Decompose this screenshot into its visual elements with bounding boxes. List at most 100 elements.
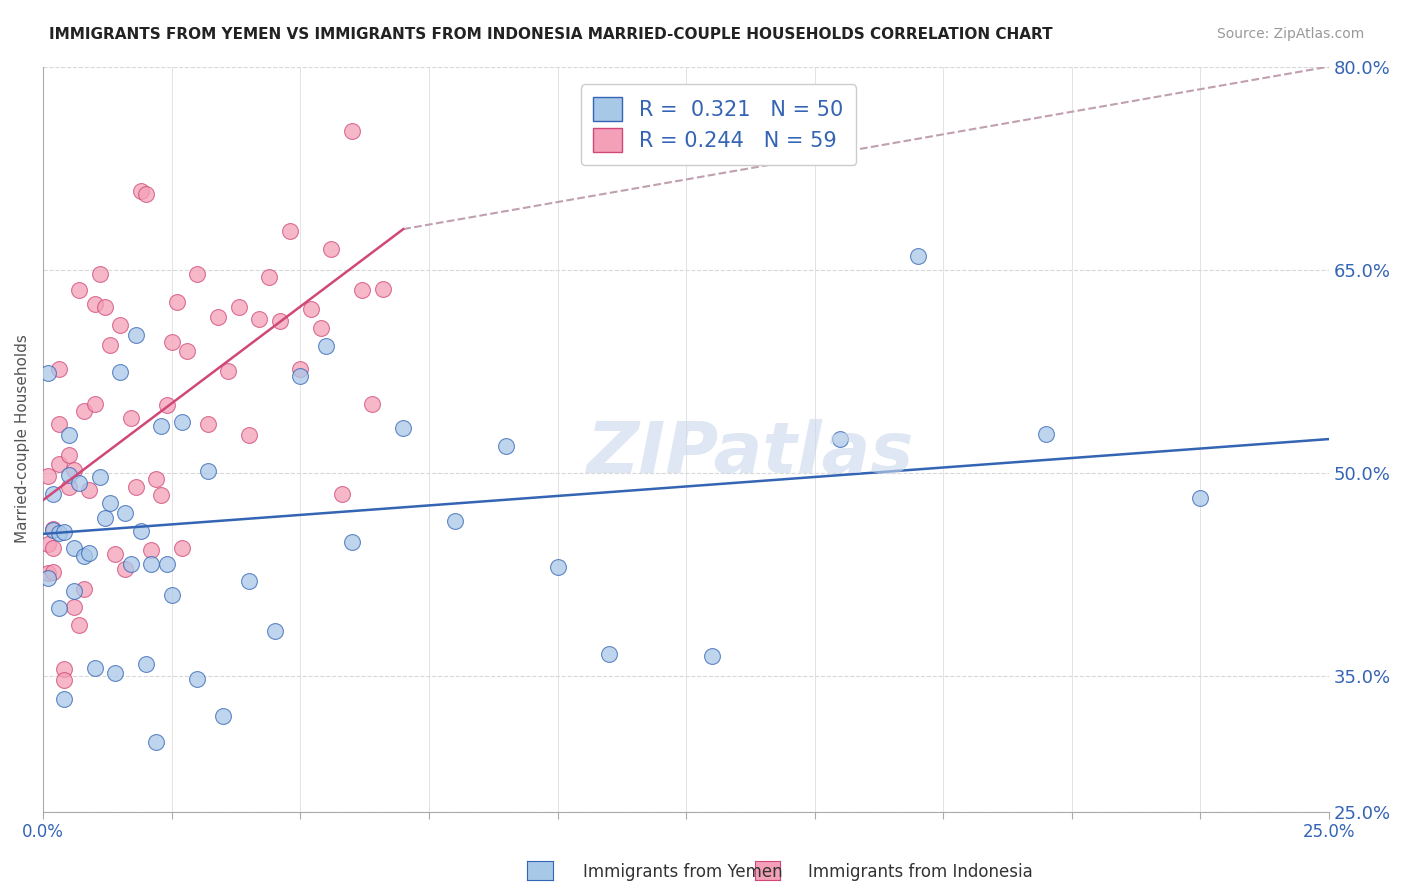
Point [160, 588, 183, 602]
Point [67, 476, 90, 491]
Point [321, 242, 343, 256]
Point [52, 691, 75, 706]
Point [79, 546, 101, 560]
Point [67, 283, 90, 297]
Point [315, 338, 337, 352]
Point [907, 249, 929, 263]
Text: ZIPatlas: ZIPatlas [586, 419, 914, 489]
Point [145, 735, 167, 749]
Point [228, 300, 250, 314]
Point [129, 524, 152, 538]
Point [141, 543, 163, 558]
Point [160, 334, 183, 349]
Point [135, 187, 157, 202]
Point [392, 420, 415, 434]
Point [145, 472, 167, 486]
Point [129, 184, 152, 198]
Point [340, 535, 363, 549]
Point [48, 600, 70, 615]
Point [598, 647, 620, 661]
Point [125, 480, 148, 494]
Point [98, 496, 121, 510]
Legend: R =  0.321   N = 50, R = 0.244   N = 59: R = 0.321 N = 50, R = 0.244 N = 59 [581, 85, 856, 165]
Point [290, 369, 312, 384]
Point [94, 300, 117, 314]
Point [42, 541, 65, 556]
Point [98, 338, 121, 352]
Point [104, 547, 127, 561]
Point [48, 525, 70, 540]
Point [1189, 491, 1212, 506]
Point [1035, 427, 1057, 442]
Point [269, 314, 291, 328]
Point [37, 469, 59, 483]
Text: IMMIGRANTS FROM YEMEN VS IMMIGRANTS FROM INDONESIA MARRIED-COUPLE HOUSEHOLDS COR: IMMIGRANTS FROM YEMEN VS IMMIGRANTS FROM… [49, 27, 1053, 42]
Point [37, 537, 59, 551]
Point [340, 124, 363, 138]
Point [110, 365, 132, 379]
Point [114, 562, 136, 576]
Point [238, 428, 260, 442]
Point [166, 294, 188, 309]
Point [42, 522, 65, 536]
Point [290, 362, 312, 376]
Point [58, 428, 80, 442]
Point [700, 648, 723, 663]
Point [67, 617, 90, 632]
Point [63, 462, 86, 476]
Point [547, 560, 569, 574]
Point [52, 673, 75, 687]
Point [48, 361, 70, 376]
Point [63, 583, 86, 598]
Point [114, 506, 136, 520]
Point [247, 312, 270, 326]
Point [135, 657, 157, 671]
Point [120, 557, 142, 571]
Point [42, 566, 65, 580]
Point [371, 282, 394, 296]
Text: Source: ZipAtlas.com: Source: ZipAtlas.com [1216, 27, 1364, 41]
Y-axis label: Married-couple Households: Married-couple Households [15, 334, 30, 543]
Point [37, 566, 59, 581]
Point [259, 269, 281, 284]
Point [73, 404, 96, 418]
Point [104, 666, 127, 681]
Point [63, 600, 86, 615]
Point [83, 661, 105, 675]
Point [42, 487, 65, 501]
Point [186, 267, 208, 281]
Point [141, 558, 163, 572]
Point [176, 344, 198, 359]
Point [443, 514, 465, 528]
Point [207, 310, 229, 325]
Point [197, 464, 219, 478]
Point [79, 483, 101, 497]
Point [42, 523, 65, 537]
Point [309, 321, 332, 335]
Point [37, 366, 59, 380]
Point [83, 297, 105, 311]
Point [352, 283, 374, 297]
Point [63, 541, 86, 555]
Point [150, 418, 173, 433]
Point [83, 397, 105, 411]
Point [217, 364, 239, 378]
Point [150, 488, 173, 502]
Point [94, 510, 117, 524]
Point [238, 574, 260, 589]
Point [73, 549, 96, 563]
Text: Immigrants from Indonesia: Immigrants from Indonesia [808, 863, 1033, 881]
Point [170, 415, 193, 429]
Point [58, 448, 80, 462]
Point [361, 397, 384, 411]
Point [212, 709, 235, 723]
Point [299, 301, 322, 316]
Point [156, 398, 179, 412]
Point [495, 439, 517, 453]
Point [125, 327, 148, 342]
Point [58, 480, 80, 494]
Point [48, 417, 70, 432]
Point [186, 672, 208, 686]
Point [278, 224, 301, 238]
Text: Immigrants from Yemen: Immigrants from Yemen [583, 863, 783, 881]
